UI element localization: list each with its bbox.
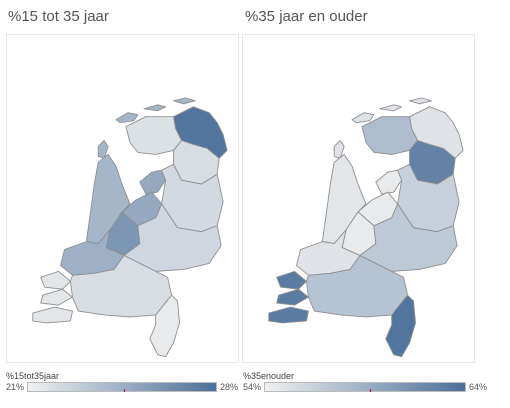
left-region-zeeland-2[interactable] (40, 288, 73, 306)
left-map-title: %15 tot 35 jaar (8, 8, 109, 25)
left-legend-bar (27, 382, 218, 392)
right-region-limburg[interactable] (385, 294, 416, 358)
right-legend-max: 64% (469, 382, 488, 392)
right-region-wadden-2[interactable] (351, 112, 375, 124)
right-region-wadden-4[interactable] (409, 97, 432, 105)
right-region-overijssel[interactable] (397, 163, 460, 233)
left-region-wadden-4[interactable] (173, 97, 196, 105)
right-map-svg[interactable] (243, 35, 474, 362)
right-region-zeeland-3[interactable] (268, 306, 309, 324)
left-legend-min: 21% (6, 382, 25, 392)
right-region-flevoland-1[interactable] (375, 169, 403, 195)
left-legend-title: %15tot35jaar (6, 371, 60, 381)
left-region-overijssel[interactable] (161, 163, 224, 233)
right-region-zeeland-2[interactable] (276, 288, 309, 306)
right-map-title: %35 jaar en ouder (245, 8, 368, 25)
right-legend-min: 54% (243, 382, 262, 392)
left-region-wadden-1[interactable] (97, 140, 109, 159)
right-region-wadden-1[interactable] (333, 140, 345, 159)
left-region-zeeland-1[interactable] (40, 270, 71, 290)
left-region-friesland[interactable] (125, 116, 182, 155)
right-region-wadden-3[interactable] (379, 104, 403, 112)
left-region-wadden-2[interactable] (115, 112, 139, 124)
left-legend-marker (124, 389, 126, 392)
left-map[interactable] (6, 34, 239, 363)
left-legend: 21% 28% (6, 381, 238, 393)
left-region-flevoland-1[interactable] (139, 169, 167, 195)
left-legend-max: 28% (220, 382, 239, 392)
left-map-svg[interactable] (7, 35, 238, 362)
right-region-friesland[interactable] (361, 116, 418, 155)
right-region-zeeland-1[interactable] (276, 270, 307, 290)
left-region-wadden-3[interactable] (143, 104, 167, 112)
right-map[interactable] (242, 34, 475, 363)
left-region-zeeland-3[interactable] (32, 306, 73, 324)
right-legend-bar (264, 382, 467, 392)
right-legend-title: %35enouder (243, 371, 295, 381)
right-legend-marker (370, 389, 372, 392)
right-legend: 54% 64% (243, 381, 487, 393)
left-region-limburg[interactable] (149, 294, 180, 358)
